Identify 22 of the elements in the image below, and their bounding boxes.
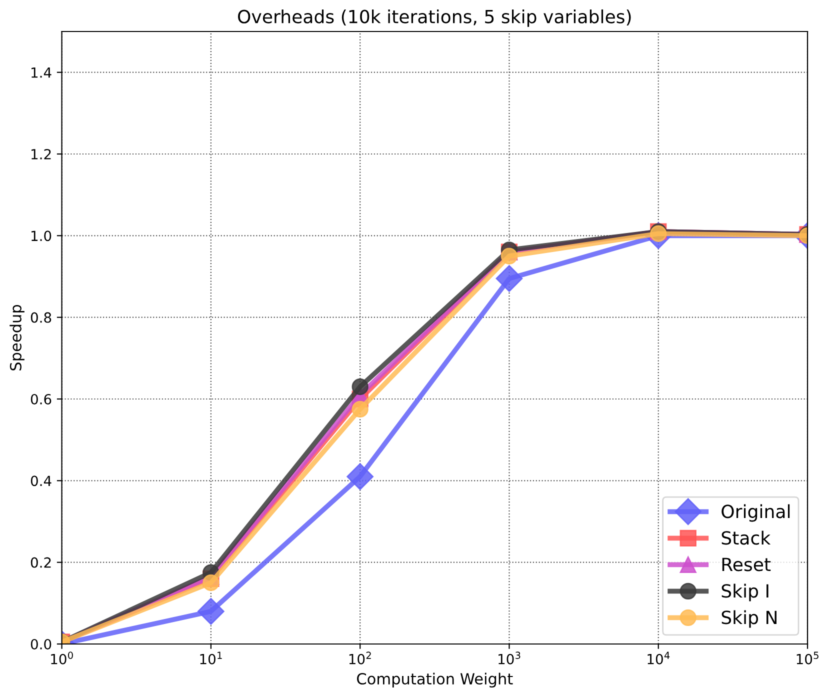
y-tick-label: 1.2 bbox=[32, 148, 51, 160]
x-tick-label: 10$^{5}$ bbox=[796, 652, 818, 664]
x-tick-label: 10$^{3}$ bbox=[498, 652, 520, 664]
x-tick-label: 10$^{2}$ bbox=[349, 652, 371, 664]
x-tick-label: 10$^{1}$ bbox=[200, 652, 222, 664]
y-tick-label: 1.4 bbox=[32, 67, 52, 78]
legend-label: Skip N bbox=[722, 610, 776, 628]
y-tick-label: 0.2 bbox=[30, 557, 51, 568]
y-tick-label: 0.4 bbox=[30, 476, 52, 486]
x-tick-label: 10$^{0}$ bbox=[51, 652, 73, 664]
legend-label: Stack bbox=[722, 530, 771, 545]
x-tick-label: 10$^{4}$ bbox=[648, 652, 670, 664]
y-tick-label: 0.0 bbox=[30, 638, 52, 650]
legend-label: Original bbox=[722, 504, 790, 522]
y-tick-label: 1.0 bbox=[32, 230, 52, 242]
x-axis-title: Computation Weight bbox=[357, 672, 513, 688]
legend-label: Reset bbox=[722, 558, 771, 572]
y-axis-title: Speedup bbox=[10, 304, 24, 370]
y-tick-label: 0.8 bbox=[30, 312, 52, 323]
legend-label: Skip I bbox=[722, 584, 768, 602]
y-tick-label: 0.6 bbox=[30, 394, 52, 404]
chart-title: Overheads (10k iterations, 5 skip variables) bbox=[238, 9, 631, 27]
